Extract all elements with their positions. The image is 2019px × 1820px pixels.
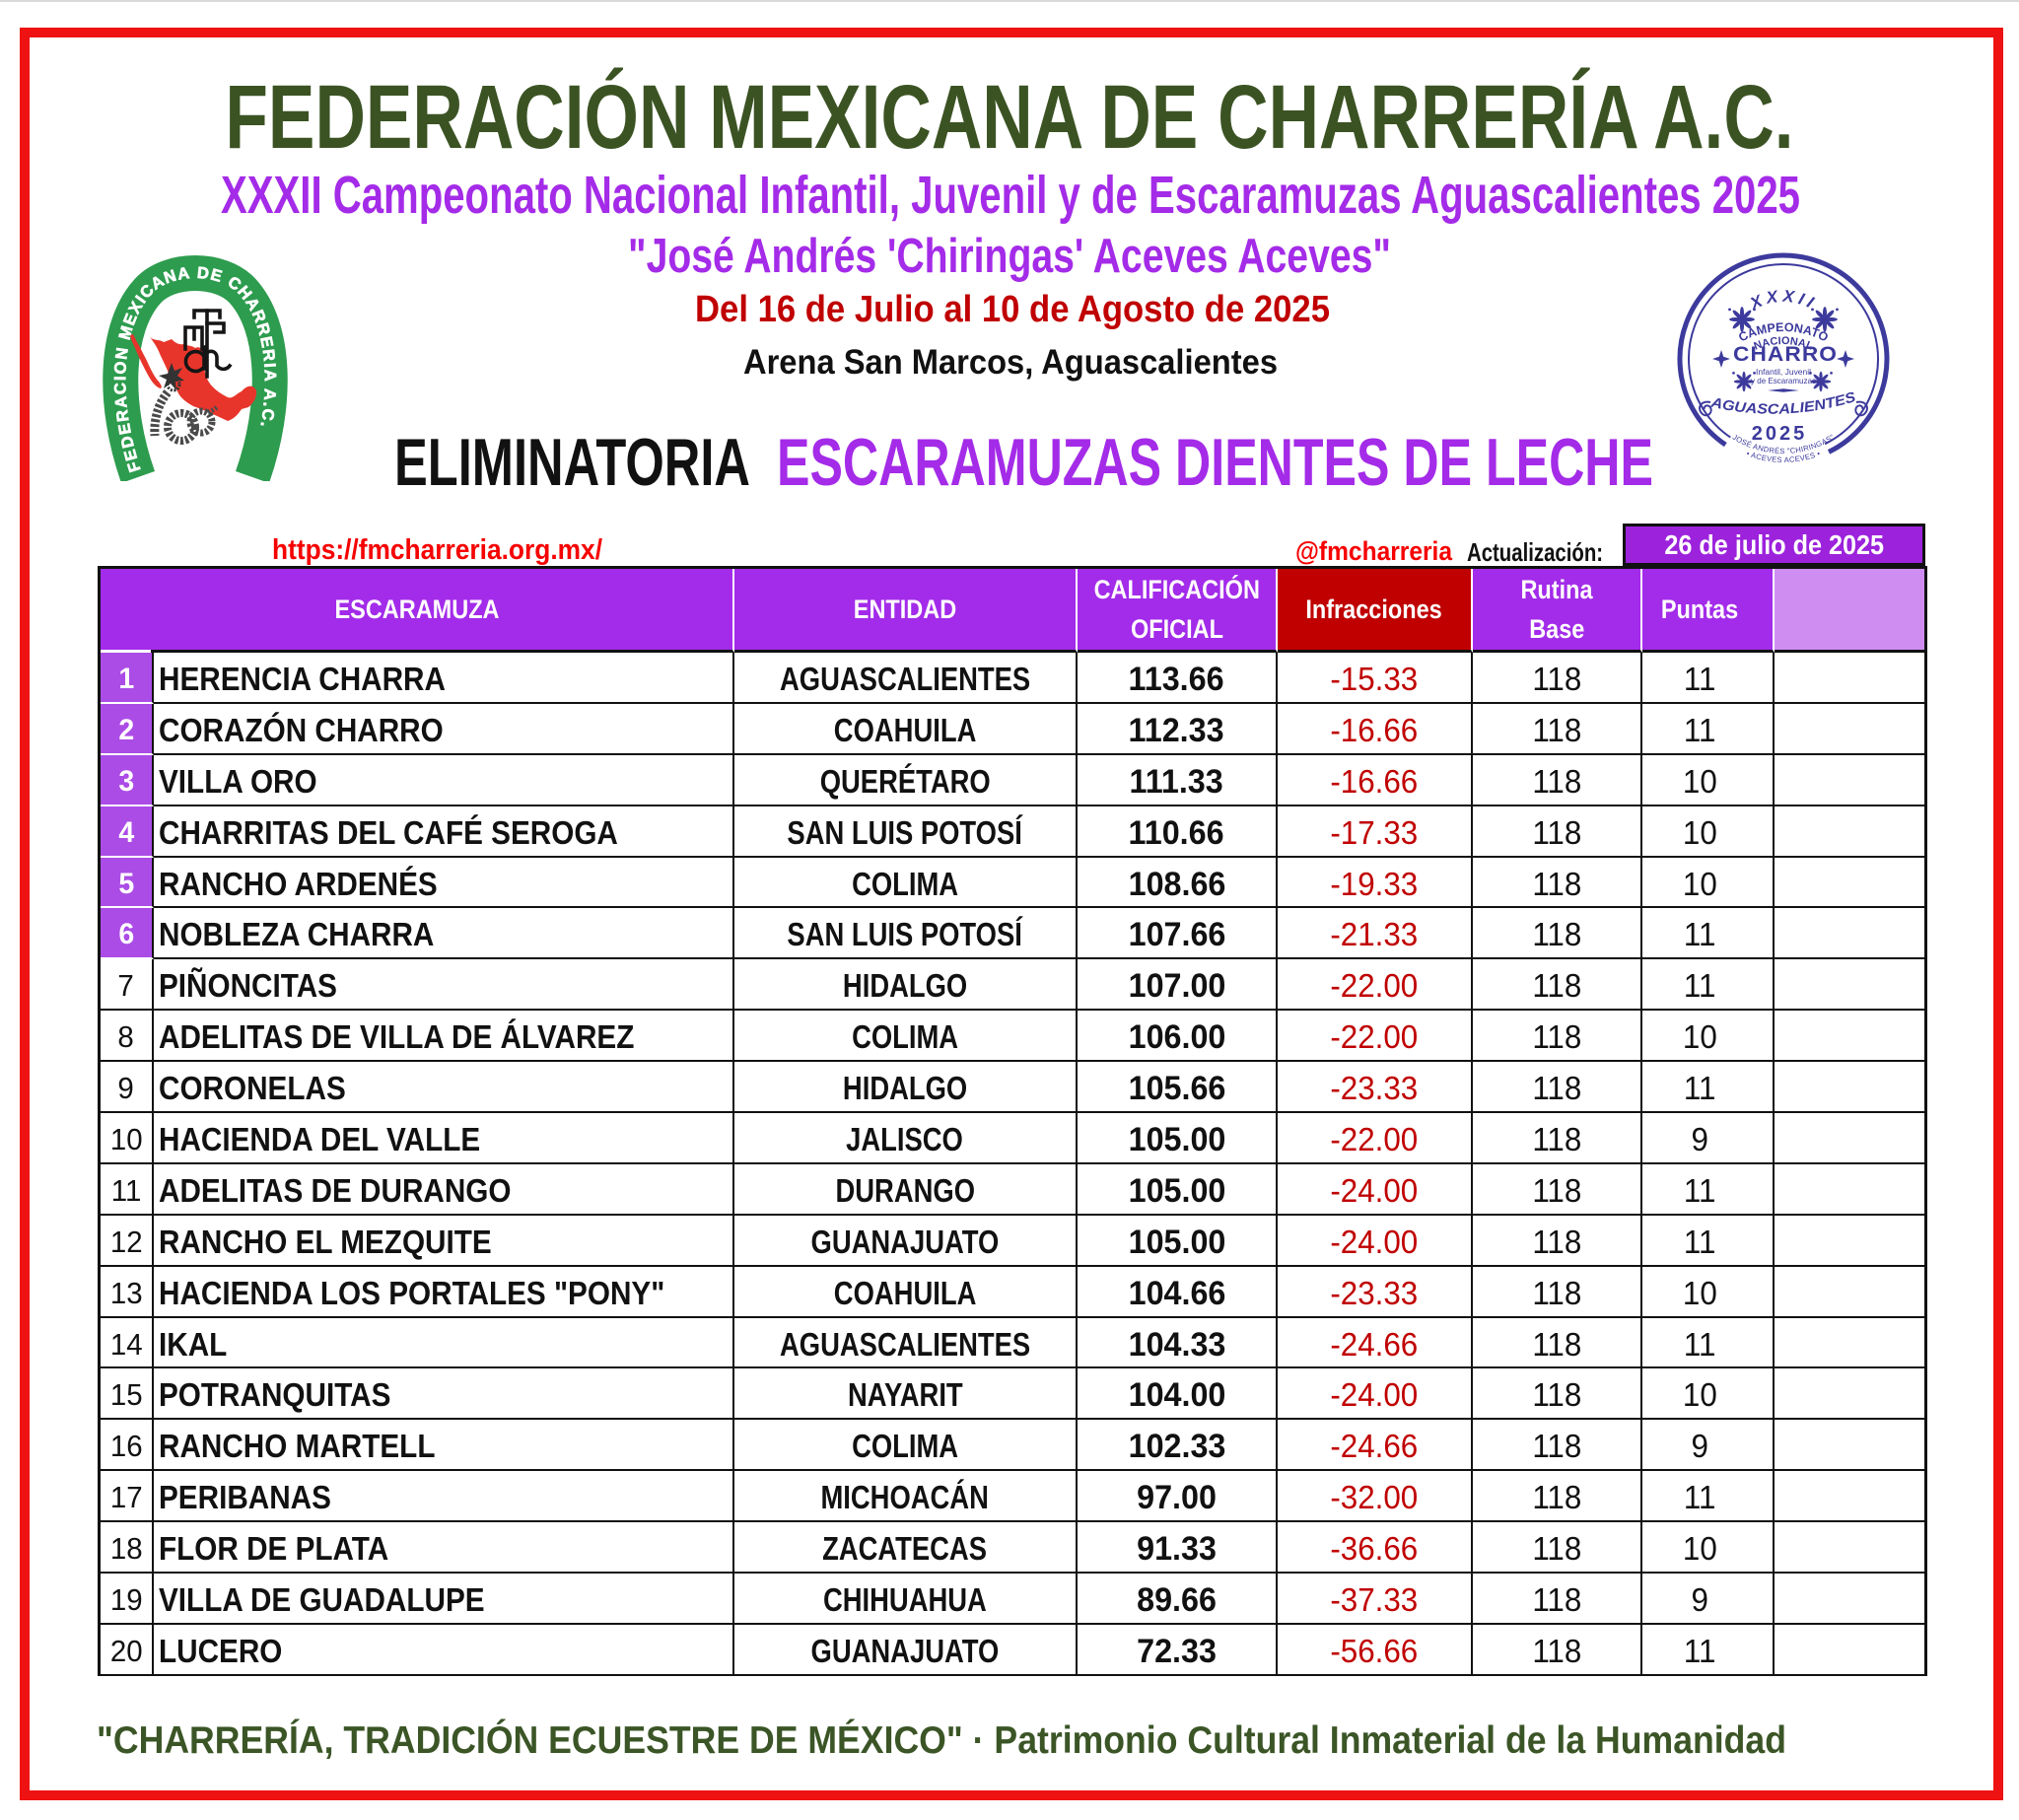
- svg-text:y de Escaramuzas: y de Escaramuzas: [1751, 377, 1816, 385]
- svg-text:2025: 2025: [1752, 423, 1808, 445]
- svg-text:NACIONAL: NACIONAL: [1752, 335, 1814, 353]
- svg-text:Infantil, Juvenil: Infantil, Juvenil: [1756, 368, 1811, 377]
- svg-text:AGUASCALIENTES: AGUASCALIENTES: [1708, 389, 1857, 418]
- svg-text:XXXII: XXXII: [1747, 286, 1821, 314]
- svg-text:CHARRO: CHARRO: [1733, 342, 1838, 366]
